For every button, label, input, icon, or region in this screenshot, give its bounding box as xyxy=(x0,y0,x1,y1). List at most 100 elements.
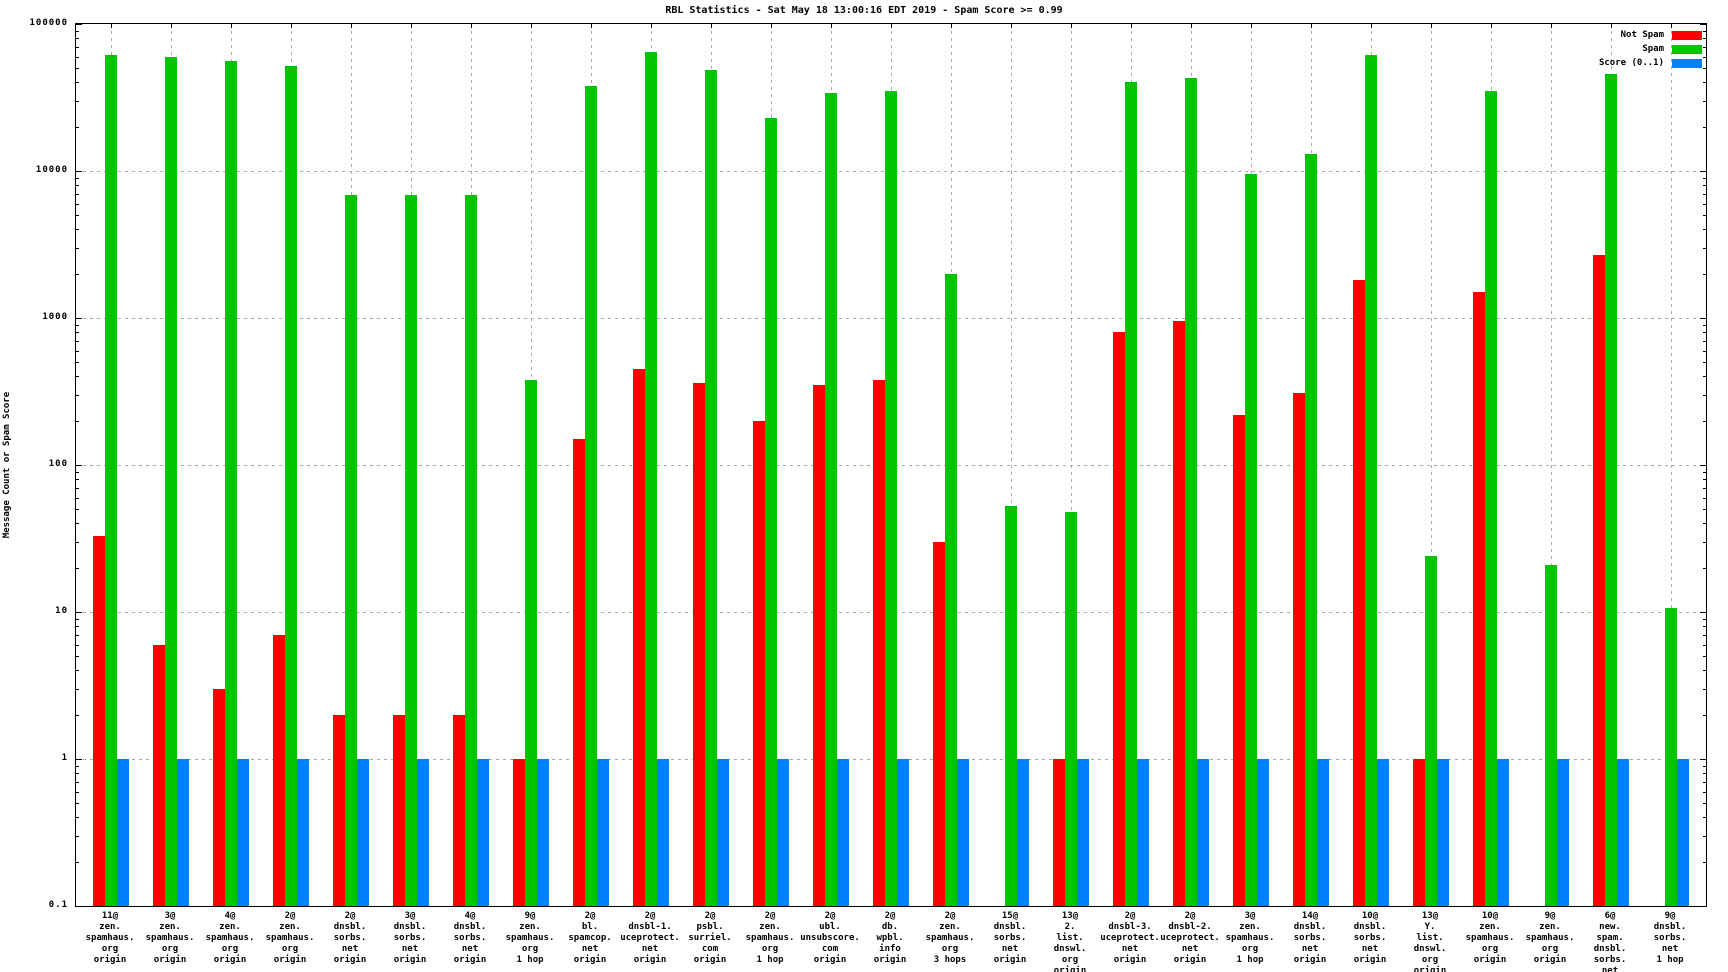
axis-tick xyxy=(531,24,532,28)
bar-spam xyxy=(1125,82,1137,906)
axis-tick xyxy=(1011,24,1012,28)
bar-not-spam xyxy=(213,688,225,906)
y-tick-label: 100000 xyxy=(29,18,68,28)
x-tick-label: 9@ zen. spamhaus. org origin xyxy=(1525,911,1575,965)
axis-minor-tick xyxy=(76,394,79,396)
axis-minor-tick xyxy=(1703,835,1706,837)
x-tick-label: 13@ Y. list. dnswl. org origin xyxy=(1413,911,1447,972)
axis-minor-tick xyxy=(1703,38,1706,40)
bar-score-0-1 xyxy=(1317,759,1329,906)
axis-minor-tick xyxy=(1703,215,1706,217)
bar-not-spam xyxy=(933,541,945,906)
bar-spam xyxy=(1425,556,1437,906)
y-tick-label: 1000 xyxy=(42,312,68,322)
axis-minor-tick xyxy=(1703,541,1706,543)
x-tick-label: 3@ zen. spamhaus. org 1 hop xyxy=(1225,911,1275,965)
axis-tick xyxy=(1700,24,1706,25)
x-tick-label: 2@ bl. spamcop. net origin xyxy=(568,911,612,965)
axis-minor-tick xyxy=(76,177,79,179)
x-tick-label: 2@ db. wpbl. info origin xyxy=(873,911,907,965)
axis-minor-tick xyxy=(76,332,79,334)
axis-tick xyxy=(591,24,592,28)
axis-minor-tick xyxy=(76,567,79,569)
bar-spam xyxy=(465,194,477,906)
axis-minor-tick xyxy=(1703,670,1706,672)
axis-minor-tick xyxy=(76,193,79,195)
bar-score-0-1 xyxy=(417,759,429,906)
axis-minor-tick xyxy=(1703,497,1706,499)
axis-tick xyxy=(76,612,82,613)
axis-minor-tick xyxy=(76,523,79,525)
axis-minor-tick xyxy=(1703,765,1706,767)
x-tick-label: 9@ dnsbl. sorbs. net 1 hop xyxy=(1653,911,1687,965)
bar-spam xyxy=(1185,77,1197,906)
bar-not-spam xyxy=(1293,392,1305,906)
bar-spam xyxy=(1605,73,1617,906)
axis-minor-tick xyxy=(1703,185,1706,187)
axis-minor-tick xyxy=(1703,644,1706,646)
axis-tick xyxy=(1700,759,1706,760)
bar-not-spam xyxy=(1173,321,1185,906)
axis-tick xyxy=(1700,612,1706,613)
axis-minor-tick xyxy=(76,46,79,48)
x-tick-label: 14@ dnsbl. sorbs. net origin xyxy=(1293,911,1327,965)
axis-minor-tick xyxy=(76,350,79,352)
x-tick-label: 2@ dnsbl-1. uceprotect. net origin xyxy=(620,911,680,965)
bar-not-spam xyxy=(1233,414,1245,906)
axis-minor-tick xyxy=(76,656,79,658)
axis-minor-tick xyxy=(1703,714,1706,716)
axis-minor-tick xyxy=(1703,273,1706,275)
axis-tick xyxy=(76,171,82,172)
axis-minor-tick xyxy=(76,765,79,767)
bar-spam xyxy=(405,194,417,906)
x-tick-label: 2@ dnsbl. sorbs. net origin xyxy=(333,911,367,965)
axis-minor-tick xyxy=(1703,523,1706,525)
axis-tick xyxy=(76,759,82,760)
legend-entry-label: Spam xyxy=(1642,44,1664,54)
bar-score-0-1 xyxy=(357,759,369,906)
x-gridline xyxy=(1071,24,1072,906)
axis-minor-tick xyxy=(76,509,79,511)
axis-minor-tick xyxy=(1703,487,1706,489)
x-gridline xyxy=(1011,24,1012,906)
axis-tick xyxy=(1700,465,1706,466)
axis-tick xyxy=(231,24,232,28)
bar-score-0-1 xyxy=(1617,759,1629,906)
axis-minor-tick xyxy=(1703,82,1706,84)
axis-minor-tick xyxy=(1703,773,1706,775)
axis-minor-tick xyxy=(1703,350,1706,352)
bar-score-0-1 xyxy=(297,759,309,906)
axis-minor-tick xyxy=(1703,471,1706,473)
axis-minor-tick xyxy=(1703,509,1706,511)
bar-spam xyxy=(1065,511,1077,906)
bar-score-0-1 xyxy=(1437,759,1449,906)
axis-minor-tick xyxy=(76,497,79,499)
axis-tick xyxy=(76,318,82,319)
bar-score-0-1 xyxy=(837,759,849,906)
axis-tick xyxy=(1311,24,1312,28)
legend-swatch xyxy=(1672,44,1702,54)
axis-minor-tick xyxy=(76,82,79,84)
bar-not-spam xyxy=(1413,759,1425,906)
x-gridline xyxy=(1551,24,1552,906)
axis-minor-tick xyxy=(1703,324,1706,326)
x-tick-label: 10@ zen. spamhaus. org origin xyxy=(1465,911,1515,965)
axis-minor-tick xyxy=(76,835,79,837)
bar-not-spam xyxy=(693,383,705,906)
y-tick-label: 0.1 xyxy=(48,900,68,910)
bar-not-spam xyxy=(93,535,105,906)
axis-minor-tick xyxy=(76,688,79,690)
axis-tick xyxy=(1071,24,1072,28)
x-tick-label: 2@ psbl. surriel. com origin xyxy=(688,911,732,965)
bar-spam xyxy=(825,92,837,906)
axis-tick xyxy=(951,24,952,28)
axis-tick xyxy=(891,24,892,28)
axis-tick xyxy=(1551,24,1552,28)
bar-not-spam xyxy=(753,420,765,906)
bar-not-spam xyxy=(273,634,285,906)
axis-tick xyxy=(76,24,82,25)
x-tick-label: 6@ new. spam. dnsbl. sorbs. net origin xyxy=(1593,911,1627,972)
axis-minor-tick xyxy=(1703,229,1706,231)
axis-minor-tick xyxy=(1703,56,1706,58)
bar-spam xyxy=(1305,154,1317,906)
